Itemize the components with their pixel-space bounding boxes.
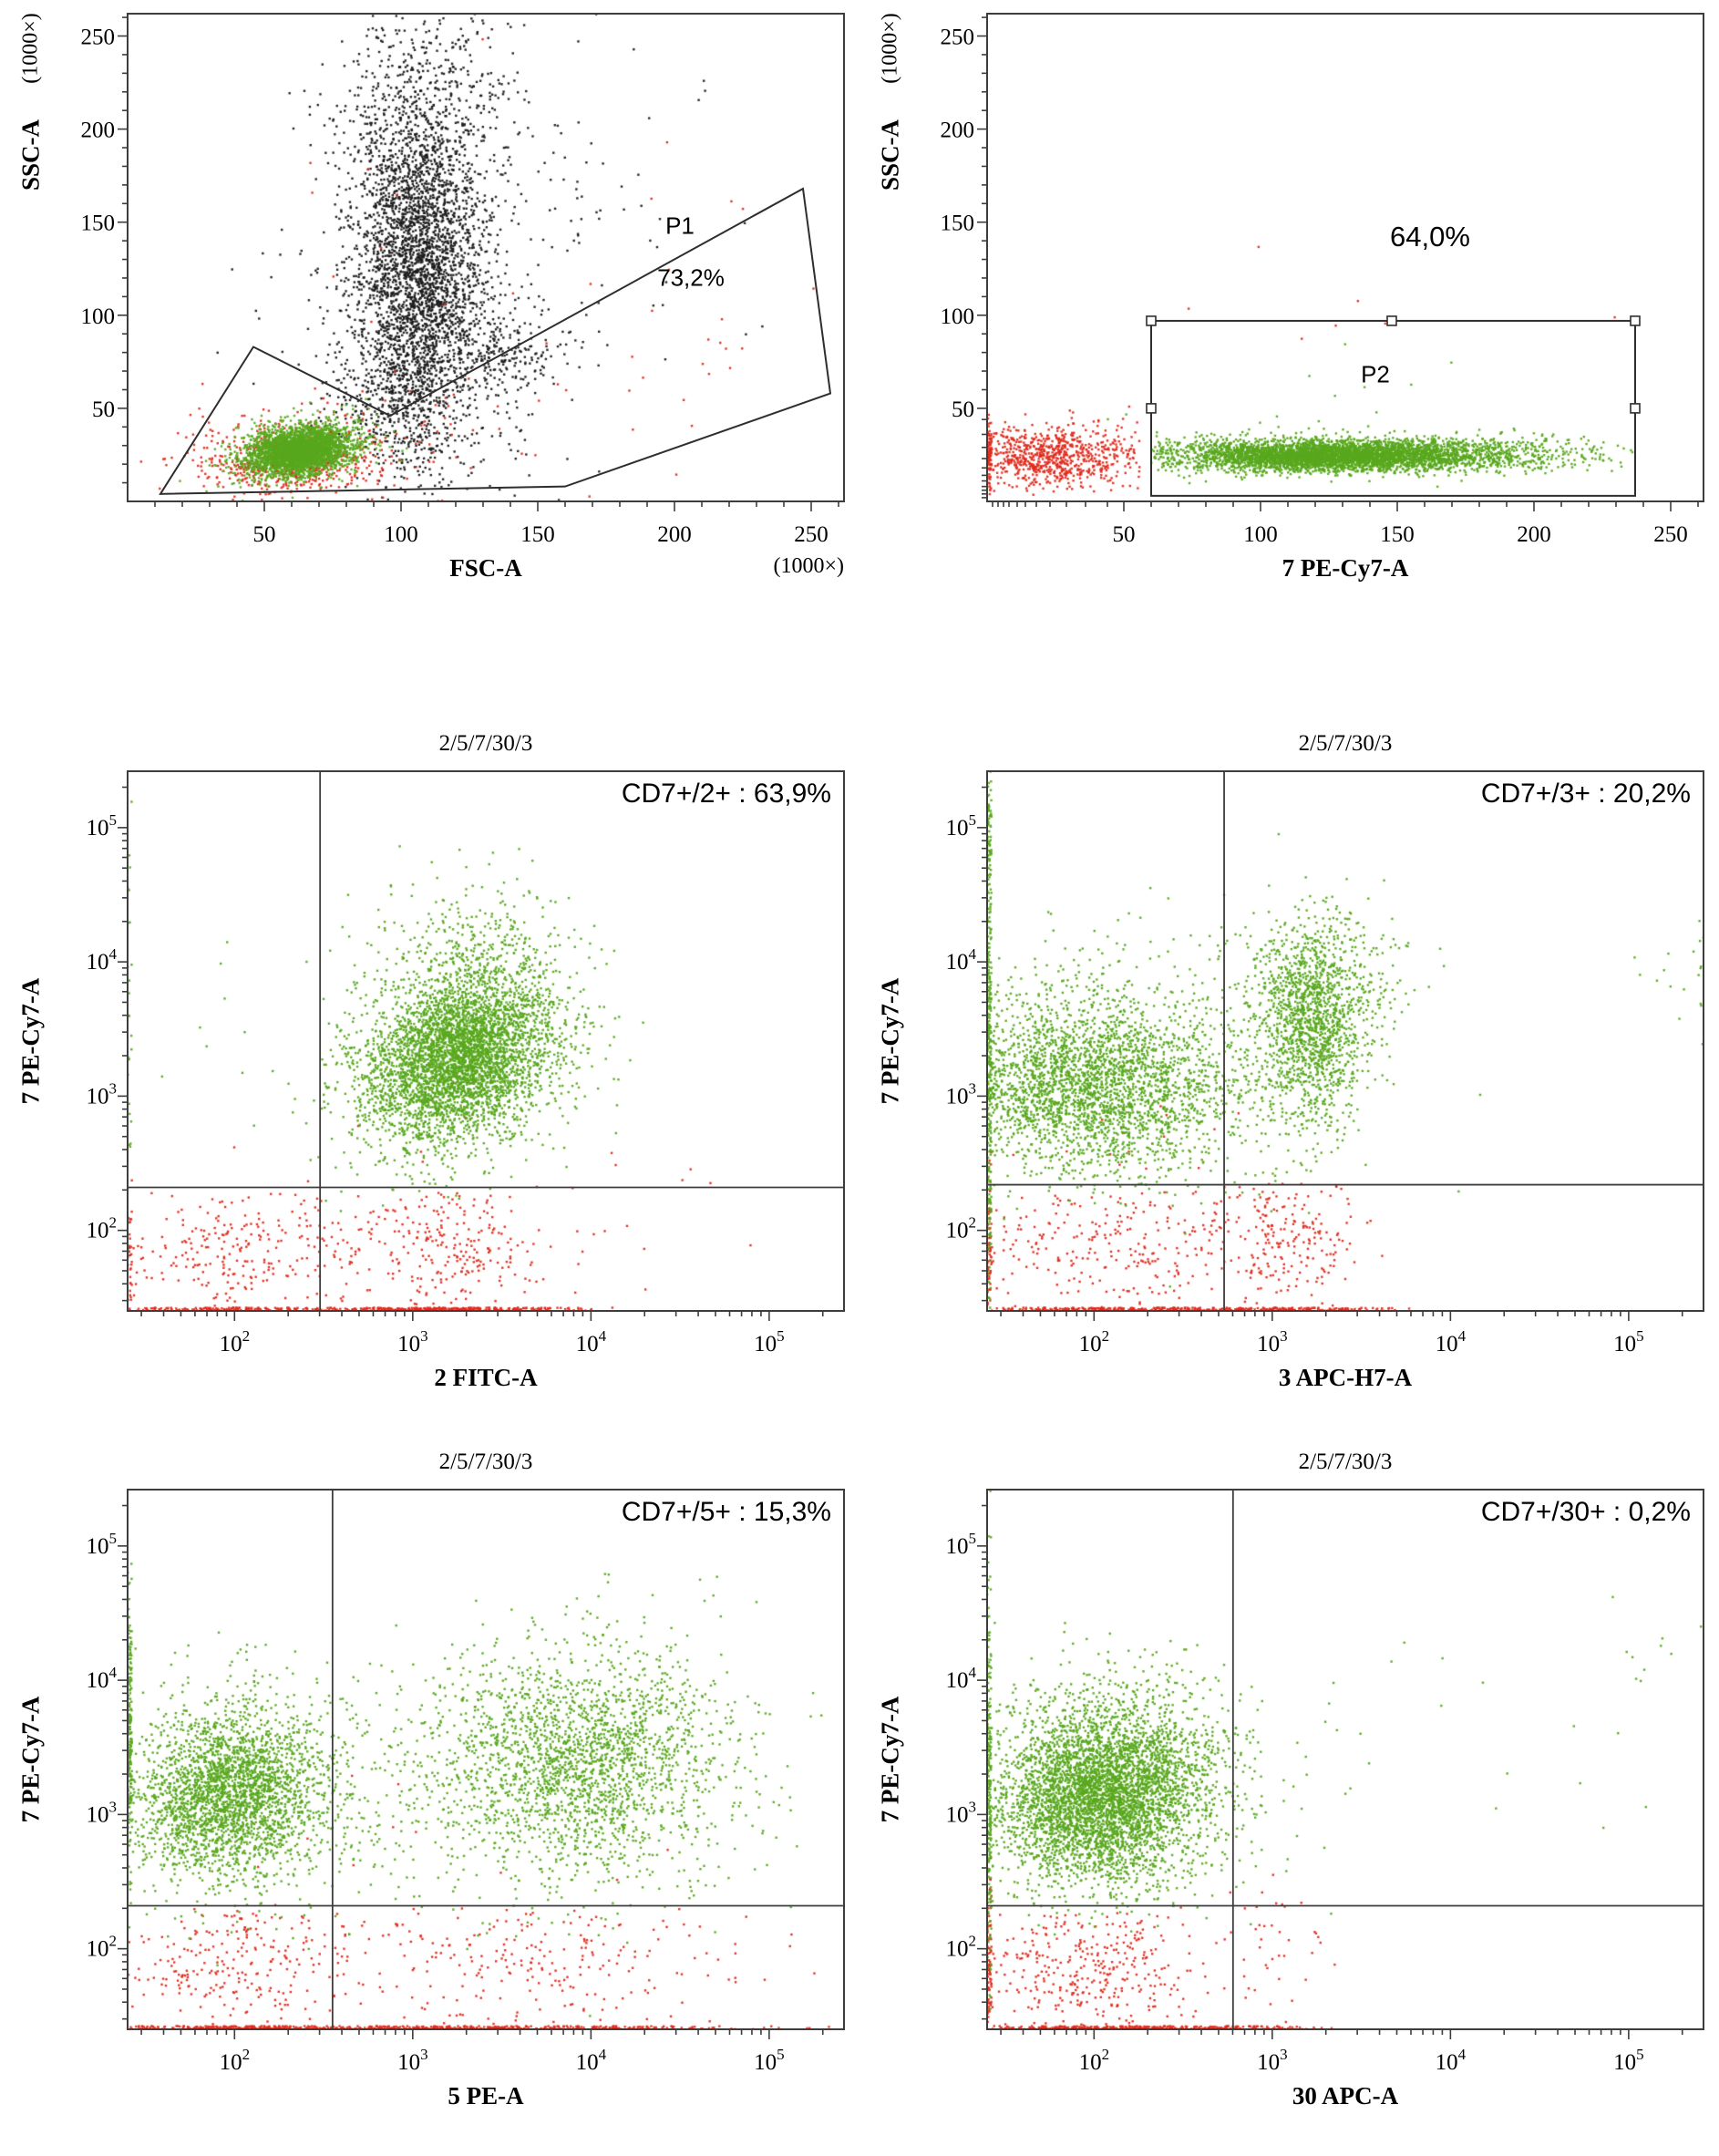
svg-text:102: 102: [220, 1327, 250, 1357]
svg-text:104: 104: [1436, 2046, 1467, 2075]
svg-text:250: 250: [794, 522, 829, 547]
svg-text:105: 105: [1613, 1327, 1644, 1357]
plot-area: P2 64,0%: [987, 14, 1704, 501]
x-axis-unit: (1000×): [773, 554, 844, 578]
svg-text:150: 150: [941, 211, 975, 236]
svg-text:103: 103: [1257, 1327, 1288, 1357]
scatter-canvas: [987, 771, 1704, 1311]
scatter-canvas: [128, 1490, 844, 2029]
svg-text:104: 104: [87, 1664, 118, 1693]
plot-area: P1 73,2%: [128, 14, 844, 501]
y-axis-label: SSC-A: [876, 119, 904, 191]
svg-text:105: 105: [754, 1327, 785, 1357]
svg-text:50: 50: [952, 397, 974, 422]
svg-text:250: 250: [941, 26, 975, 50]
svg-text:104: 104: [576, 2046, 607, 2075]
gate-p2-label: P2: [1361, 360, 1390, 388]
svg-text:50: 50: [253, 522, 276, 547]
svg-text:105: 105: [1613, 2046, 1644, 2075]
svg-text:102: 102: [87, 1933, 118, 1962]
svg-text:250: 250: [1653, 522, 1688, 547]
panel-fsc-ssc: (1000×) SSC-A P1 73,2% 50 100 150 200 250 50 1…: [0, 0, 860, 718]
quadrant-stat: CD7+/2+ : 63,9%: [621, 779, 831, 809]
scatter-canvas: [987, 14, 1704, 501]
x-axis-label: 3 APC-H7-A: [1278, 1364, 1413, 1391]
plot-area: CD7+/5+ : 15,3%: [128, 1490, 844, 2029]
svg-text:150: 150: [520, 522, 555, 547]
svg-text:102: 102: [946, 1933, 977, 1962]
plot-area: CD7+/30+ : 0,2%: [987, 1490, 1704, 2029]
svg-text:102: 102: [87, 1214, 118, 1243]
y-axis-unit: (1000×): [878, 13, 902, 84]
svg-text:50: 50: [1113, 522, 1136, 547]
svg-text:103: 103: [87, 1079, 118, 1109]
x-axis-label: 2 FITC-A: [434, 1364, 538, 1391]
plot-header: 2/5/7/30/3: [1298, 731, 1393, 756]
y-axis-label: 7 PE-Cy7-A: [876, 977, 904, 1105]
svg-text:200: 200: [941, 119, 975, 143]
gate-p1-label: P1: [665, 211, 695, 240]
x-axis-label: 30 APC-A: [1292, 2082, 1399, 2110]
panel-pecy7-ssc: (1000×) SSC-A P2 64,0% 50 100 150 200 250 50 1…: [860, 0, 1719, 718]
gate-p2-percent: 64,0%: [1390, 221, 1470, 253]
svg-text:102: 102: [1079, 1327, 1110, 1357]
svg-text:102: 102: [220, 2046, 250, 2075]
plot-header: 2/5/7/30/3: [438, 1449, 533, 1474]
svg-text:103: 103: [946, 1079, 977, 1109]
x-axis-label: 7 PE-Cy7-A: [1282, 554, 1409, 582]
plot-header: 2/5/7/30/3: [438, 731, 533, 756]
svg-text:104: 104: [946, 945, 977, 975]
svg-text:105: 105: [946, 811, 977, 841]
y-axis-unit: (1000×): [18, 13, 43, 84]
quadrant-stat: CD7+/3+ : 20,2%: [1480, 779, 1691, 809]
svg-text:105: 105: [946, 1530, 977, 1559]
plot-area: CD7+/3+ : 20,2%: [987, 771, 1704, 1311]
svg-text:100: 100: [384, 522, 418, 547]
svg-text:150: 150: [81, 211, 116, 236]
svg-text:103: 103: [946, 1798, 977, 1827]
y-axis-label: 7 PE-Cy7-A: [16, 1696, 45, 1823]
svg-text:200: 200: [657, 522, 692, 547]
svg-text:102: 102: [1079, 2046, 1110, 2075]
svg-text:50: 50: [92, 397, 115, 422]
svg-text:100: 100: [81, 304, 116, 329]
svg-text:200: 200: [81, 119, 116, 143]
panel-cd5-vs-cd7: 2/5/7/30/3 7 PE-Cy7-A CD7+/5+ : 15,3% 10…: [0, 1437, 860, 2155]
scatter-canvas: [128, 771, 844, 1311]
plot-header: 2/5/7/30/3: [1298, 1449, 1393, 1474]
svg-text:150: 150: [1380, 522, 1415, 547]
panel-cd3-vs-cd7: 2/5/7/30/3 7 PE-Cy7-A CD7+/3+ : 20,2% 10…: [860, 718, 1719, 1437]
svg-text:200: 200: [1517, 522, 1551, 547]
svg-text:250: 250: [81, 26, 116, 50]
quadrant-stat: CD7+/5+ : 15,3%: [621, 1497, 831, 1527]
y-axis-label: 7 PE-Cy7-A: [16, 977, 45, 1105]
svg-text:103: 103: [397, 1327, 428, 1357]
gate-p1-percent: 73,2%: [657, 263, 725, 292]
x-axis-label: 5 PE-A: [448, 2082, 524, 2110]
svg-text:103: 103: [397, 2046, 428, 2075]
panel-cd2-vs-cd7: 2/5/7/30/3 7 PE-Cy7-A CD7+/2+ : 63,9% 10…: [0, 718, 860, 1437]
panel-cd30-vs-cd7: 2/5/7/30/3 7 PE-Cy7-A CD7+/30+ : 0,2% 10…: [860, 1437, 1719, 2155]
svg-text:102: 102: [946, 1214, 977, 1243]
scatter-canvas: [987, 1490, 1704, 2029]
svg-text:100: 100: [941, 304, 975, 329]
svg-text:104: 104: [87, 945, 118, 975]
x-axis-label: FSC-A: [449, 554, 522, 582]
scatter-canvas: [128, 14, 844, 501]
y-axis-label: 7 PE-Cy7-A: [876, 1696, 904, 1823]
svg-text:103: 103: [87, 1798, 118, 1827]
plot-area: CD7+/2+ : 63,9%: [128, 771, 844, 1311]
svg-text:105: 105: [87, 811, 118, 841]
svg-text:105: 105: [754, 2046, 785, 2075]
quadrant-stat: CD7+/30+ : 0,2%: [1480, 1497, 1691, 1527]
y-axis-label: SSC-A: [16, 119, 45, 191]
svg-text:100: 100: [1243, 522, 1278, 547]
svg-text:103: 103: [1257, 2046, 1288, 2075]
svg-text:104: 104: [576, 1327, 607, 1357]
svg-text:104: 104: [1436, 1327, 1467, 1357]
svg-text:105: 105: [87, 1530, 118, 1559]
svg-text:104: 104: [946, 1664, 977, 1693]
